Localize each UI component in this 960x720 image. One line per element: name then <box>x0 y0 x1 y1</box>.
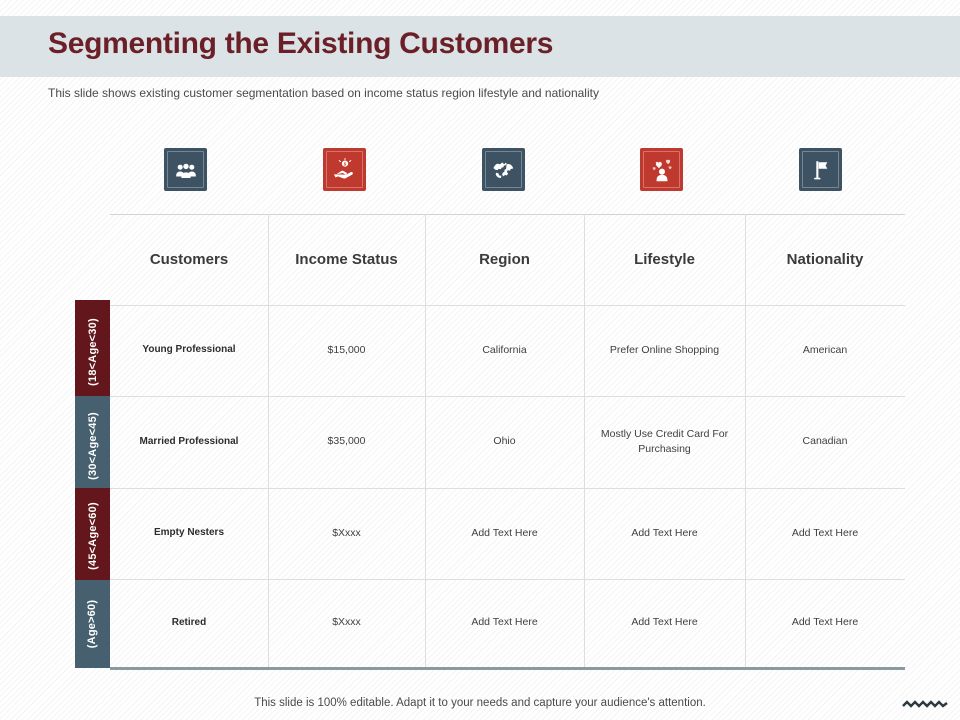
table-gridlines <box>110 214 905 670</box>
page-subtitle: This slide shows existing customer segme… <box>48 86 599 100</box>
people-group-icon <box>164 148 207 191</box>
age-tab-over-60: (Age>60) <box>75 580 110 668</box>
table-row: Young Professional $15,000 California Pr… <box>110 305 905 396</box>
cell-region: Ohio <box>493 435 516 448</box>
cell-customer: Young Professional <box>142 344 236 356</box>
cell-customer: Retired <box>171 616 207 628</box>
cell-nationality: American <box>802 343 848 356</box>
flag-icon <box>799 148 842 191</box>
table-row: Retired $Xxxx Add Text Here Add Text Her… <box>110 579 905 667</box>
column-header-customers: Customers <box>149 251 229 268</box>
cell-nationality: Add Text Here <box>791 616 859 629</box>
cell-income: $15,000 <box>327 343 366 356</box>
column-header-lifestyle: Lifestyle <box>634 251 695 268</box>
cell-customer: Empty Nesters <box>153 527 225 539</box>
column-header-region: Region <box>479 251 530 268</box>
age-tab-18-30: (18<Age<30) <box>75 300 110 404</box>
age-tab-label: (18<Age<30) <box>86 318 99 386</box>
column-header-income-status: Income Status <box>295 251 398 268</box>
footer-note: This slide is 100% editable. Adapt it to… <box>254 697 706 709</box>
cell-region: California <box>482 343 527 356</box>
cell-region: Add Text Here <box>471 616 538 629</box>
cell-lifestyle: Add Text Here <box>631 526 698 539</box>
age-tab-45-60: (45<Age<60) <box>75 488 110 584</box>
cell-income: $Xxxx <box>332 616 361 629</box>
cell-lifestyle: Add Text Here <box>631 616 698 629</box>
svg-text:$: $ <box>343 161 346 166</box>
age-tab-label: (Age>60) <box>86 599 99 649</box>
age-tab-30-45: (30<Age<45) <box>75 396 110 496</box>
money-in-hand-icon: $ <box>323 148 366 191</box>
wave-decoration-icon <box>902 700 948 708</box>
table-row: Empty Nesters $Xxxx Add Text Here Add Te… <box>110 488 905 579</box>
page-title: Segmenting the Existing Customers <box>48 27 554 60</box>
column-header-nationality: Nationality <box>786 251 864 268</box>
table-row: Married Professional $35,000 Ohio Mostly… <box>110 396 905 488</box>
title-band <box>0 16 960 77</box>
table-top-border <box>110 214 905 215</box>
cell-region: Add Text Here <box>471 526 538 539</box>
cell-income: $Xxxx <box>332 526 361 539</box>
cell-lifestyle: Prefer Online Shopping <box>609 343 720 356</box>
cell-income: $35,000 <box>327 435 366 448</box>
world-map-icon <box>482 148 525 191</box>
age-tab-label: (30<Age<45) <box>86 412 99 480</box>
cell-lifestyle: Mostly Use Credit Card For Purchasing <box>600 427 729 455</box>
age-tab-label: (45<Age<60) <box>86 502 99 570</box>
cell-nationality: Add Text Here <box>791 526 859 539</box>
lifestyle-person-hearts-icon <box>640 148 683 191</box>
icon-row: $ <box>0 148 960 194</box>
segmentation-table: Customers Income Status Region Lifestyle… <box>110 214 905 670</box>
table-header-row: Customers Income Status Region Lifestyle… <box>110 214 905 305</box>
cell-customer: Married Professional <box>139 435 239 447</box>
table-bottom-border <box>110 667 905 670</box>
cell-nationality: Canadian <box>802 435 848 448</box>
